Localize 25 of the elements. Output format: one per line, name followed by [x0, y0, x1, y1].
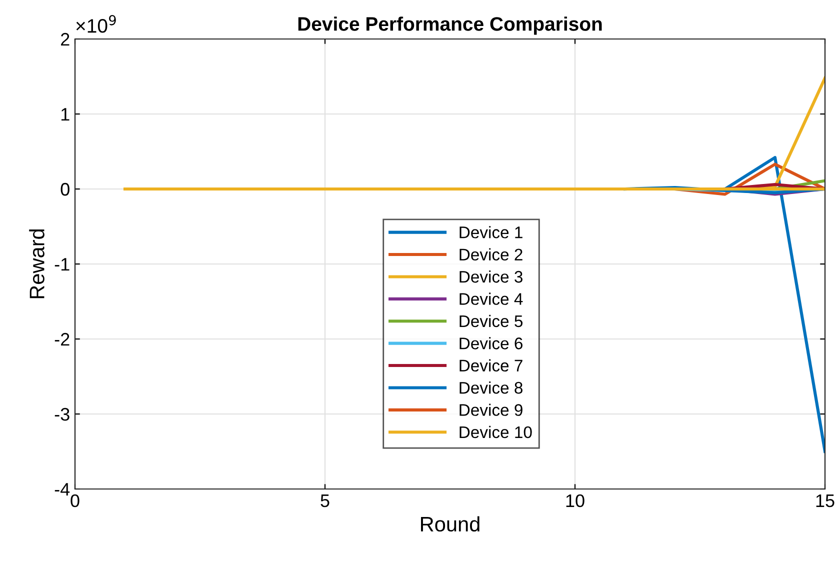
legend-label: Device 5 [460, 314, 523, 328]
y-tick-label: -3 [54, 408, 70, 421]
y-tick-label: 1 [61, 108, 70, 121]
legend-label: Device 2 [460, 248, 522, 261]
y-tick-label: -4 [54, 483, 70, 496]
y-tick-label: -1 [54, 258, 70, 271]
y-axis-title: Reward [29, 229, 44, 298]
legend-label: Device 1 [460, 226, 522, 238]
legend-label: Device 4 [460, 292, 523, 305]
y-tick-label: 2 [61, 32, 70, 46]
legend-label: Device 6 [460, 337, 522, 350]
x-axis-title: Round [421, 516, 480, 532]
legend-label: Device 3 [460, 270, 522, 283]
x-tick-label: 0 [70, 494, 80, 508]
legend-label: Device 10 [460, 426, 532, 438]
x-tick-label: 5 [320, 494, 330, 508]
legend-label: Device 8 [460, 381, 522, 394]
legend-label: Device 9 [460, 404, 522, 416]
legend-label: Device 7 [460, 359, 522, 372]
y-tick-label: 0 [60, 182, 70, 196]
chart-title: Device Performance Comparison [298, 16, 602, 35]
x-tick-label: 15 [816, 494, 834, 508]
x-tick-label: 10 [566, 494, 584, 508]
text: ×10$^{9}$ [76, 15, 116, 33]
y-tick-label: -2 [54, 332, 70, 346]
